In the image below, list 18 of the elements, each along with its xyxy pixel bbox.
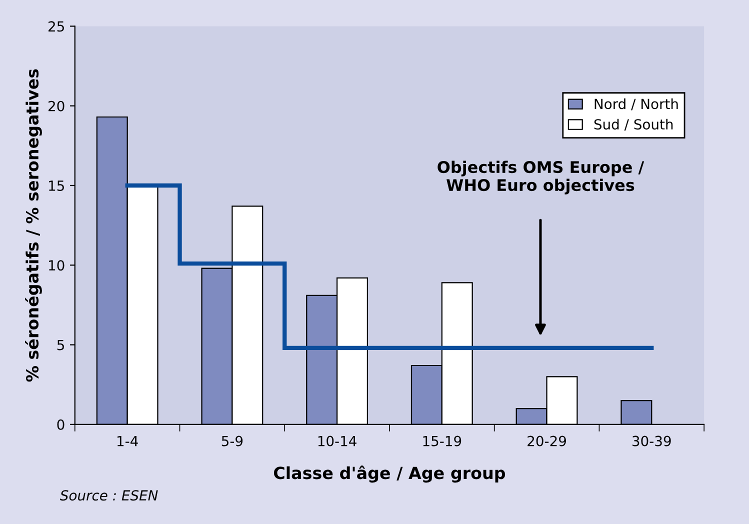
x-axis-title: Classe d'âge / Age group (274, 466, 506, 483)
y-tick-label: 5 (57, 340, 64, 350)
source-note: Source : ESEN (60, 490, 158, 501)
x-tick-label: 10-14 (318, 436, 356, 446)
y-tick-label: 25 (48, 21, 64, 32)
x-tick-label: 15-19 (423, 436, 462, 446)
x-tick-label: 30-39 (632, 436, 671, 446)
y-tick-label: 0 (57, 419, 64, 430)
legend-label: Sud / South (594, 118, 673, 131)
legend-label: Nord / North (594, 98, 678, 110)
y-tick-label: 20 (48, 100, 64, 112)
annotation: Objectifs OMS Europe / WHO Euro objectives (438, 160, 644, 194)
y-axis-title: % séronégatifs / % seronegatives (25, 69, 42, 382)
y-tick-label: 10 (49, 260, 64, 271)
x-tick-label: 1-4 (118, 436, 138, 446)
x-tick-label: 20-29 (528, 436, 566, 446)
y-tick-label: 15 (49, 180, 64, 191)
x-tick-label: 5-9 (222, 436, 243, 446)
